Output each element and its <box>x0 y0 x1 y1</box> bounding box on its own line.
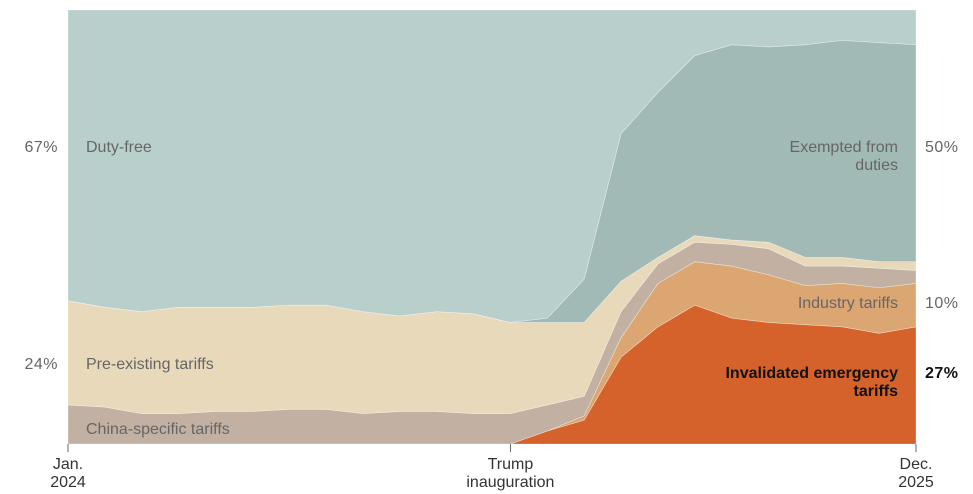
x-tick-label: Trump inauguration <box>466 456 555 491</box>
series-label: Exempted from duties <box>789 139 898 174</box>
value-label: 24% <box>24 356 58 373</box>
x-tick-label: Jan. 2024 <box>50 456 86 491</box>
series-label: Pre-existing tariffs <box>86 356 214 373</box>
value-label: 27% <box>925 365 959 382</box>
area <box>67 9 917 323</box>
value-label: 67% <box>24 139 58 156</box>
series-label: Duty-free <box>86 139 152 156</box>
series-label: Industry tariffs <box>797 295 898 312</box>
value-label: 50% <box>925 139 959 156</box>
x-tick-label: Dec. 2025 <box>898 456 934 491</box>
series-label: Invalidated emergency tariffs <box>725 365 898 400</box>
series-label: China-specific tariffs <box>86 421 230 438</box>
value-label: 10% <box>925 295 959 312</box>
